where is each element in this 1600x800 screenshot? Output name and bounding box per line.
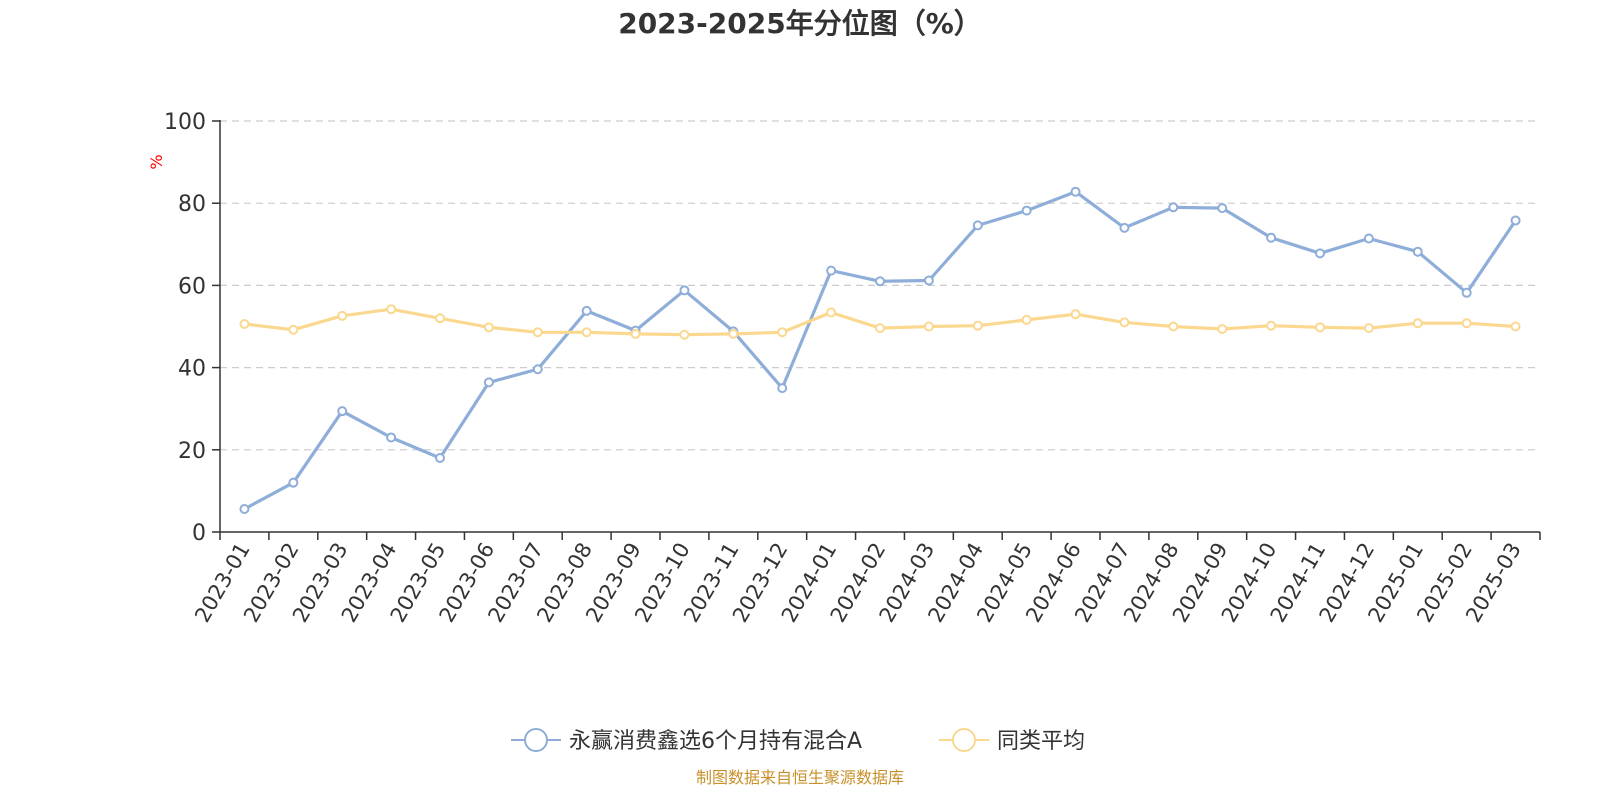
series-1-point — [386, 432, 397, 443]
series-2-point — [972, 320, 983, 331]
source-note: 制图数据来自恒生聚源数据库 — [695, 768, 904, 787]
series-1-point — [435, 453, 445, 464]
y-tick-label: 0 — [192, 521, 206, 546]
series-1-point — [875, 276, 885, 287]
series-1-point — [581, 305, 592, 316]
series-1-point — [239, 503, 250, 514]
series-2-point — [777, 327, 788, 338]
series-2-point — [923, 321, 934, 332]
chart-title: 2023-2025年分位图（%） — [618, 7, 982, 40]
series-1-point — [972, 220, 983, 231]
series-1-point — [923, 275, 934, 286]
legend-circle-icon — [524, 728, 548, 752]
series-1-point — [1021, 205, 1032, 216]
series-1-point — [777, 383, 788, 394]
series-2-point — [1217, 323, 1228, 334]
y-tick-label: 60 — [178, 274, 206, 299]
y-axis-label: % — [147, 154, 166, 169]
series-2-point — [1070, 309, 1081, 320]
series-2-point — [826, 307, 837, 318]
series-2-point — [1363, 323, 1374, 334]
series-2-point — [1412, 318, 1423, 329]
series-1-point — [1315, 248, 1325, 259]
y-tick-label: 80 — [178, 192, 206, 217]
y-tick-label: 100 — [164, 110, 206, 135]
series-2-point — [630, 328, 641, 339]
y-tick-label: 20 — [178, 439, 206, 464]
series-1-point — [1266, 232, 1277, 243]
series-2-point — [1315, 322, 1325, 333]
series-1-point — [1510, 215, 1521, 226]
series-1-point — [1461, 287, 1472, 298]
series-2-point — [239, 319, 250, 330]
series-line-1 — [243, 190, 1517, 511]
series-2-point — [728, 328, 739, 339]
series-2-point — [1021, 314, 1032, 325]
series-2-point — [875, 323, 885, 334]
series-1-point — [1217, 203, 1228, 214]
series-1-point — [679, 285, 690, 296]
series-2-point — [532, 327, 543, 338]
series-2-point — [386, 304, 397, 315]
series-1-point — [532, 364, 543, 375]
series-2-point — [1510, 321, 1521, 332]
series-2-point — [435, 313, 445, 324]
series-2-point — [483, 322, 494, 333]
series-2-point — [288, 324, 299, 335]
legend-label-2: 同类平均 — [997, 729, 1085, 754]
series-2-point — [581, 327, 592, 338]
y-tick-label: 40 — [178, 357, 206, 382]
series-1-point — [337, 406, 348, 417]
series-1-point — [1168, 202, 1179, 213]
series-1-point — [1119, 222, 1130, 233]
series-2-point — [1119, 317, 1130, 328]
series-1-point — [1363, 233, 1374, 244]
series-1-point — [483, 377, 494, 388]
series-2-point — [1461, 318, 1472, 329]
series-1-point — [1070, 186, 1081, 197]
legend-label-1: 永赢消费鑫选6个月持有混合A — [569, 729, 862, 754]
series-2-point — [679, 329, 690, 340]
series-2-point — [337, 310, 348, 321]
series-1-point — [288, 477, 299, 488]
series-2-point — [1266, 320, 1277, 331]
series-2-point — [1168, 321, 1179, 332]
series-1-point — [1412, 246, 1423, 257]
series-1-point — [826, 265, 837, 276]
legend-circle-icon — [952, 728, 976, 752]
